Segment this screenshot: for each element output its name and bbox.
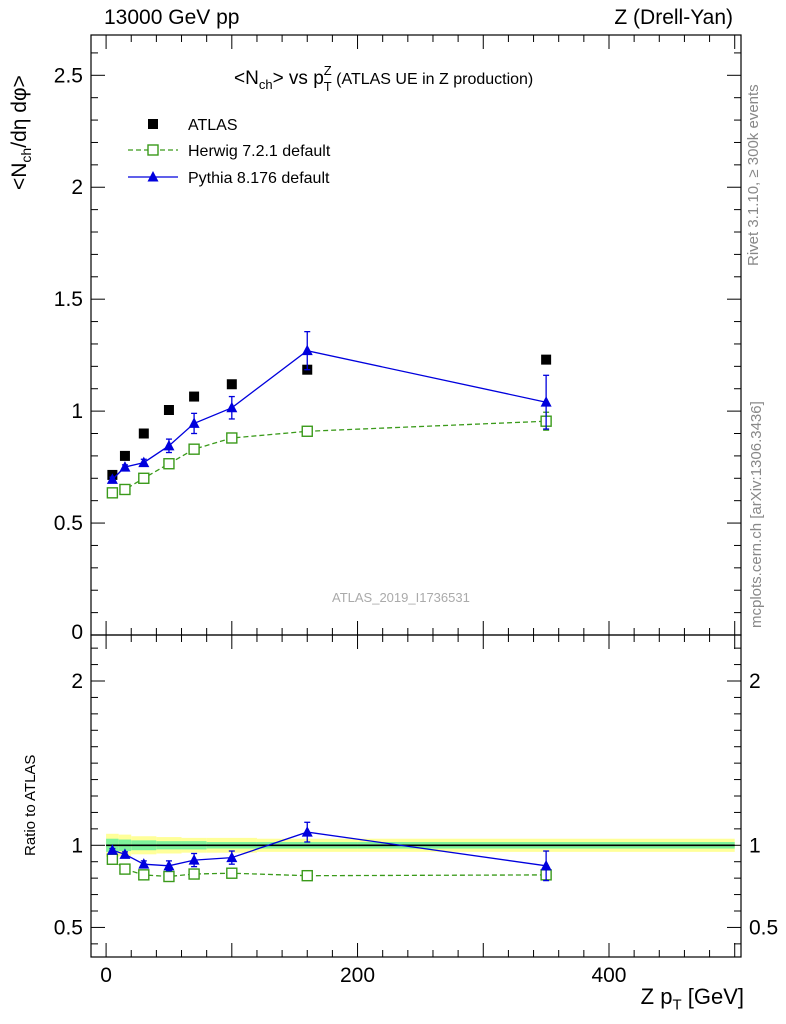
main-series-2-marker — [226, 401, 238, 413]
ratio-series-1-marker — [138, 858, 150, 869]
ratio-series-1-marker — [226, 851, 238, 863]
ratio-y-tick-label-right: 1 — [749, 834, 761, 857]
ratio-series-1-marker — [163, 859, 175, 871]
main-y-axis-label: <Nch/dη dφ> — [8, 75, 35, 190]
main-series-1-line — [112, 420, 547, 494]
legend-marker-atlas — [148, 119, 158, 129]
ratio-y-tick-label: 0.5 — [54, 916, 83, 939]
ratio-series-1-marker — [540, 859, 552, 871]
y-tick-label: 0 — [71, 621, 83, 644]
mcplots-reference-label: mcplots.cern.ch [arXiv:1306.3436] — [748, 401, 765, 628]
ratio-series-0-marker — [188, 868, 200, 880]
main-series-0-marker — [163, 405, 174, 415]
analysis-id-label: ATLAS_2019_I1736531 — [332, 590, 470, 605]
main-series-1-marker — [163, 458, 175, 470]
ratio-y-tick-label-right: 2 — [749, 670, 761, 693]
rivet-version-label: Rivet 3.1.10, ≥ 300k events — [745, 84, 762, 266]
x-tick-label: 0 — [100, 964, 112, 987]
ratio-series-0-marker — [106, 853, 119, 865]
main-series-2-marker — [106, 473, 118, 484]
legend-label: Pythia 8.176 default — [188, 170, 330, 187]
ratio-series-1-marker — [301, 826, 313, 837]
main-series-1-marker — [226, 432, 238, 444]
legend-marker-pythia — [147, 171, 159, 182]
y-tick-label: 0.5 — [54, 512, 83, 535]
legend-label: ATLAS — [188, 117, 238, 134]
legend-label: Herwig 7.2.1 default — [188, 143, 331, 160]
ratio-plot-frame — [90, 634, 742, 958]
ratio-y-tick-label: 1 — [71, 834, 83, 857]
main-series-2-marker — [188, 417, 200, 428]
main-series-1-marker — [106, 487, 119, 499]
ratio-series-0-line — [111, 858, 547, 878]
y-tick-label: 2 — [71, 176, 83, 199]
main-series-2-marker — [119, 461, 131, 472]
ratio-series-0-marker — [301, 869, 313, 882]
y-tick-label: 2.5 — [54, 64, 83, 87]
x-axis-label: Z pT [GeV] — [640, 984, 744, 1014]
main-series-1-marker — [138, 472, 150, 484]
main-series-0-marker — [226, 379, 237, 390]
ratio-series-0-marker — [226, 867, 238, 879]
ratio-series-1-marker — [106, 844, 118, 855]
main-series-1-marker — [188, 443, 200, 455]
main-series-0-marker — [189, 391, 200, 402]
main-series-2-marker — [138, 456, 150, 468]
main-series-1-marker — [119, 483, 131, 496]
ratio-series-0-marker — [163, 870, 175, 883]
beam-energy-label: 13000 GeV pp — [104, 6, 240, 29]
main-series-0-marker — [541, 354, 552, 365]
ratio-y-tick-label-right: 0.5 — [749, 916, 778, 939]
y-tick-label: 1 — [71, 400, 83, 423]
plot-title: <Nch> vs pZ T (ATLAS UE in Z production) — [234, 63, 533, 94]
legend-marker-herwig — [147, 144, 159, 156]
ratio-series-1-marker — [188, 854, 200, 865]
main-series-1-marker — [301, 425, 313, 437]
main-series-2-marker — [163, 439, 175, 451]
ratio-y-tick-label: 2 — [71, 670, 83, 693]
x-tick-label: 200 — [340, 964, 375, 987]
main-series-2-marker — [540, 396, 552, 407]
main-series-2-marker — [301, 344, 313, 356]
ratio-y-axis-label: Ratio to ATLAS — [22, 754, 39, 856]
ratio-series-0-marker — [138, 869, 150, 881]
main-series-0-marker — [138, 428, 149, 439]
y-tick-label: 1.5 — [54, 288, 83, 311]
ratio-series-1-marker — [119, 848, 131, 859]
main-series-2-line — [111, 350, 547, 480]
main-series-0-marker — [119, 450, 130, 461]
x-tick-label: 400 — [591, 964, 626, 987]
process-label: Z (Drell-Yan) — [614, 6, 733, 29]
ratio-series-0-marker — [119, 863, 131, 875]
